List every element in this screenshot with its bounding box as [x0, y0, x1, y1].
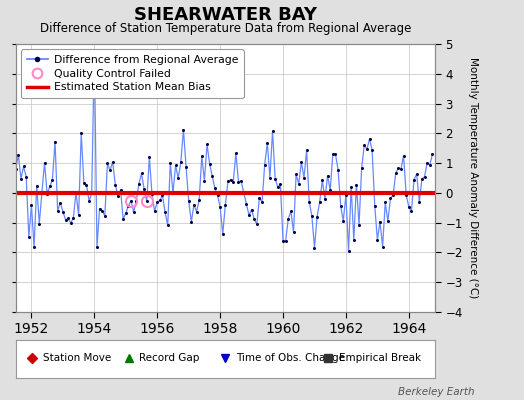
Text: Empirical Break: Empirical Break [339, 353, 421, 363]
Legend: Difference from Regional Average, Quality Control Failed, Estimated Station Mean: Difference from Regional Average, Qualit… [21, 50, 244, 98]
Text: Record Gap: Record Gap [139, 353, 200, 363]
Y-axis label: Monthly Temperature Anomaly Difference (°C): Monthly Temperature Anomaly Difference (… [468, 57, 478, 299]
Text: Station Move: Station Move [43, 353, 111, 363]
Text: Berkeley Earth: Berkeley Earth [398, 387, 474, 397]
Text: Time of Obs. Change: Time of Obs. Change [236, 353, 345, 363]
Text: Difference of Station Temperature Data from Regional Average: Difference of Station Temperature Data f… [40, 22, 411, 35]
Text: SHEARWATER BAY: SHEARWATER BAY [134, 6, 317, 24]
